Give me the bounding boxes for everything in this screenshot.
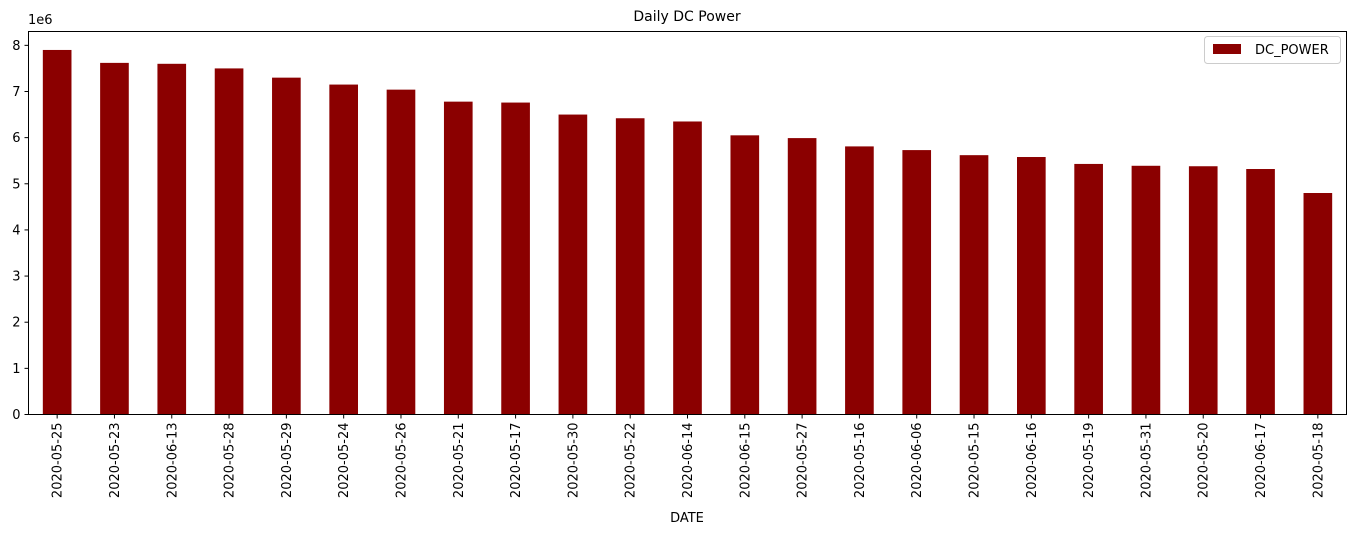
y-tick-label: 8	[12, 39, 20, 54]
bar-2020-06-16	[1017, 157, 1046, 415]
bar-2020-05-30	[558, 114, 588, 415]
x-tick-label: 2020-06-13	[165, 423, 180, 499]
bar-2020-05-26	[386, 89, 416, 415]
bar-2020-05-24	[329, 84, 358, 415]
x-tick-label: 2020-05-22	[624, 423, 639, 499]
x-axis-label: DATE	[670, 511, 704, 526]
bar-2020-05-15	[959, 155, 989, 415]
y-tick-label: 5	[12, 177, 20, 192]
plot-frame	[28, 31, 1347, 415]
x-tick-label: 2020-06-16	[1025, 423, 1040, 499]
x-tick-label: 2020-05-17	[509, 423, 524, 499]
legend-frame	[1204, 36, 1341, 64]
y-tick-label: 6	[12, 131, 20, 146]
bar-2020-05-31	[1131, 165, 1161, 415]
y-axis-ticks: 0 1 2 3 4 5 6 7 8	[12, 39, 29, 423]
x-tick-label: 2020-05-27	[796, 423, 811, 499]
y-tick-label: 2	[12, 316, 20, 331]
x-tick-label: 2020-05-21	[452, 423, 467, 499]
bar-2020-05-21	[443, 101, 473, 415]
x-tick-label: 2020-05-23	[108, 423, 123, 499]
bar-2020-05-28	[214, 68, 244, 415]
bar-2020-06-15	[730, 135, 760, 415]
x-tick-label: 2020-05-20	[1197, 423, 1212, 499]
chart-title: Daily DC Power	[633, 9, 740, 25]
x-tick-label: 2020-05-26	[394, 423, 409, 499]
bar-2020-06-13	[157, 63, 187, 415]
bar-2020-05-25	[42, 49, 72, 415]
legend-swatch	[1213, 44, 1241, 54]
bar-2020-05-29	[272, 77, 301, 415]
bar-2020-06-14	[673, 121, 702, 415]
y-tick-label: 3	[12, 270, 20, 285]
x-tick-label: 2020-05-18	[1311, 423, 1326, 499]
bar-2020-06-06	[902, 150, 932, 415]
x-tick-label: 2020-05-30	[566, 423, 581, 499]
x-tick-label: 2020-05-29	[280, 423, 295, 499]
y-tick-label: 4	[12, 223, 20, 238]
bar-2020-06-17	[1246, 169, 1275, 415]
x-tick-label: 2020-05-24	[337, 423, 352, 499]
bar-2020-05-18	[1303, 193, 1333, 415]
x-axis-ticks: 2020-05-25 2020-05-23 2020-06-13 2020-05-28…	[51, 414, 1326, 499]
y-offset-label: 1e6	[28, 13, 53, 28]
x-tick-label: 2020-05-25	[51, 423, 66, 499]
bars	[42, 49, 1333, 415]
bar-2020-05-20	[1188, 166, 1218, 415]
bar-2020-05-27	[787, 138, 817, 415]
x-tick-label: 2020-06-15	[738, 423, 753, 499]
bar-2020-05-22	[615, 118, 645, 415]
bar-2020-05-17	[501, 102, 530, 415]
x-tick-label: 2020-05-31	[1139, 423, 1154, 499]
y-tick-label: 1	[12, 362, 20, 377]
x-tick-label: 2020-06-14	[681, 423, 696, 499]
x-tick-label: 2020-05-19	[1082, 423, 1097, 499]
bar-2020-05-23	[100, 62, 129, 415]
x-tick-label: 2020-05-28	[223, 423, 238, 499]
x-tick-label: 2020-06-06	[910, 423, 925, 499]
bar-2020-05-19	[1074, 163, 1103, 415]
y-tick-label: 7	[12, 85, 20, 100]
legend-label: DC_POWER	[1255, 43, 1329, 58]
y-tick-label: 0	[12, 408, 20, 423]
x-tick-label: 2020-05-15	[968, 423, 983, 499]
bar-2020-05-16	[845, 146, 874, 415]
x-tick-label: 2020-06-17	[1254, 423, 1269, 499]
x-tick-label: 2020-05-16	[853, 423, 868, 499]
legend: DC_POWER	[1204, 36, 1341, 64]
